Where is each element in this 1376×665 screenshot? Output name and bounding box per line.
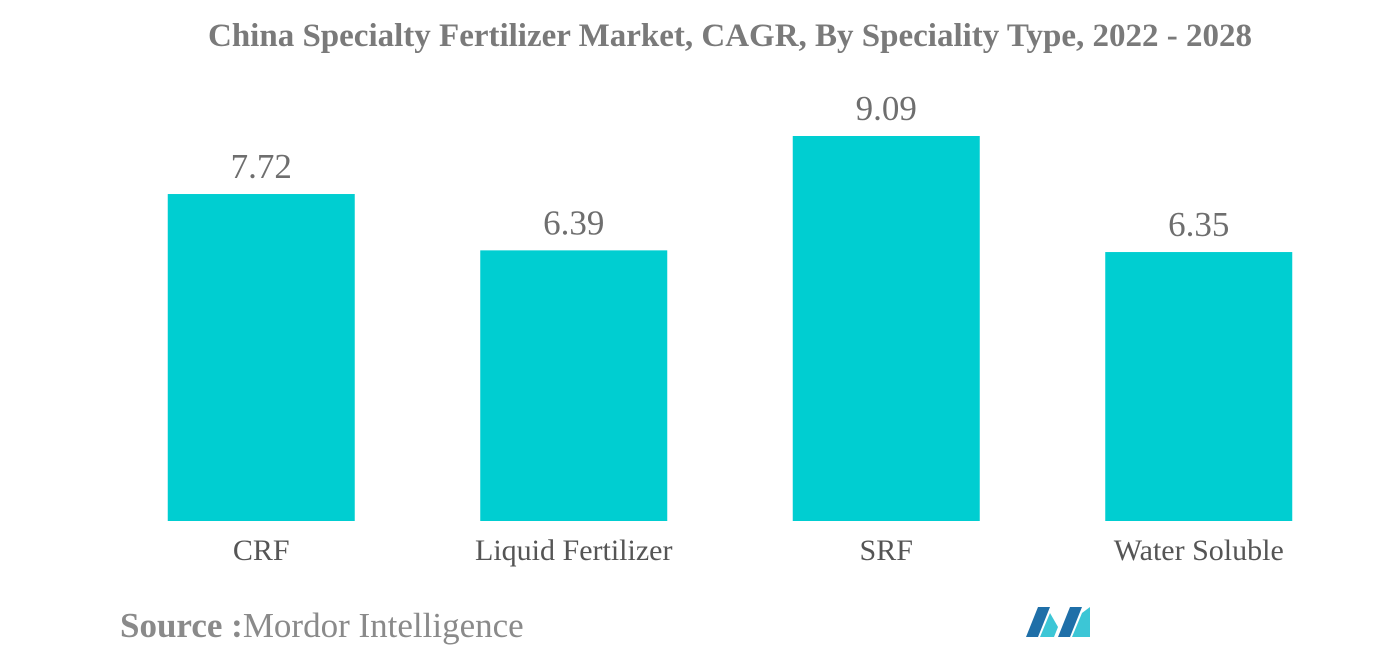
category-label: SRF	[860, 534, 913, 567]
bar-crf	[167, 194, 355, 521]
source-label: Source :	[120, 606, 243, 645]
mordor-intelligence-logo-icon	[1026, 607, 1090, 637]
data-label: 6.35	[1168, 205, 1229, 244]
bar-water-soluble	[1105, 252, 1293, 521]
source-value: Mordor Intelligence	[242, 606, 524, 645]
category-label: Water Soluble	[1114, 534, 1284, 567]
bar-srf	[792, 136, 980, 521]
category-label: CRF	[233, 534, 290, 567]
chart-title: China Specialty Fertilizer Market, CAGR,…	[208, 18, 1252, 54]
source-line: Source :Mordor Intelligence	[120, 606, 524, 646]
category-label: Liquid Fertilizer	[475, 534, 672, 567]
data-label: 7.72	[231, 147, 292, 186]
data-label: 9.09	[856, 89, 917, 128]
data-label: 6.39	[543, 203, 604, 242]
bar-liquid-fertilizer	[480, 250, 668, 521]
bar-chart: 7.72 CRF 6.39 Liquid Fertilizer 9.09 SRF 6.35 W…	[167, 89, 1293, 567]
